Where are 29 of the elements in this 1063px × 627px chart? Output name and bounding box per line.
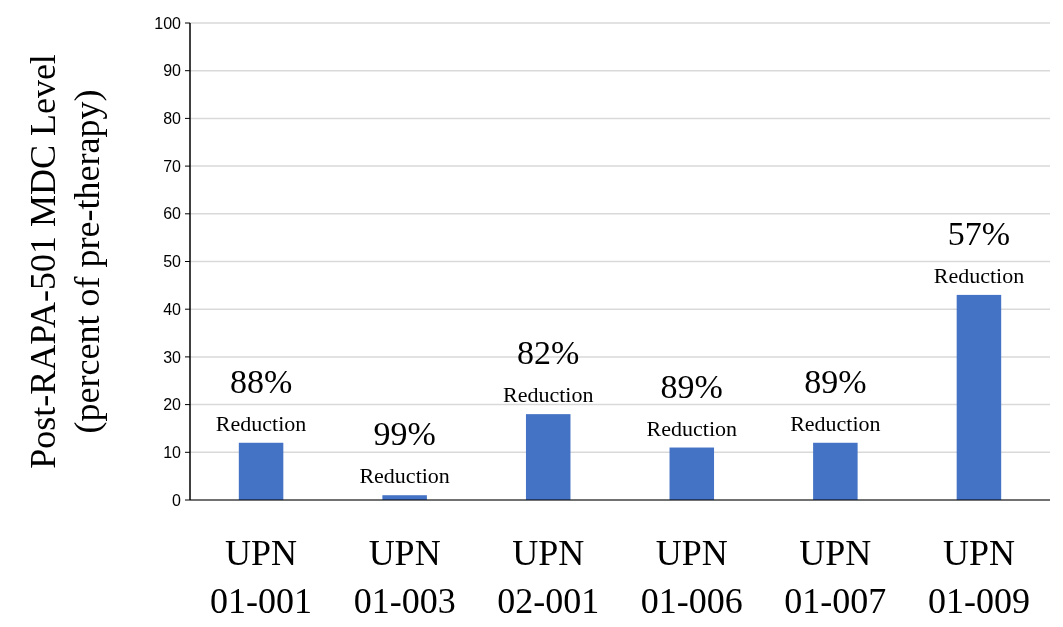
annotation: 89% Reduction <box>646 367 738 441</box>
y-tick-label: 30 <box>163 348 182 366</box>
x-tick-label: UPN 02-001 <box>497 533 600 621</box>
x-tick-label: UPN 01-001 <box>210 533 313 621</box>
annotation: 89% Reduction <box>790 362 881 436</box>
annotation: 88% Reduction <box>215 362 307 436</box>
bar <box>813 442 858 500</box>
y-tick-label: 10 <box>163 443 182 461</box>
x-tick-label: UPN 01-003 <box>353 533 456 621</box>
y-tick-label: 100 <box>154 14 182 32</box>
y-tick-label: 70 <box>163 157 182 175</box>
y-tick-label: 40 <box>163 300 182 318</box>
annotation: 99% Reduction <box>359 415 450 489</box>
x-tick-label: UPN 01-007 <box>784 533 887 621</box>
x-tick-label: UPN 01-009 <box>927 533 1030 621</box>
y-tick-label: 50 <box>163 253 182 271</box>
annotation: 82% Reduction <box>502 334 594 408</box>
annotation: 57% Reduction <box>933 214 1025 288</box>
y-axis-title: Post-RAPA-501 MDC Level (percent of pre-therapy) <box>23 54 107 469</box>
y-tick-label: 20 <box>163 396 182 414</box>
y-tick-label: 60 <box>163 205 182 223</box>
y-tick-label: 90 <box>163 62 182 80</box>
x-tick-label: UPN 01-006 <box>640 533 743 621</box>
y-tick-label: 0 <box>172 491 182 509</box>
y-tick-label: 80 <box>163 110 182 127</box>
bar <box>956 294 1002 500</box>
bar <box>238 442 284 500</box>
bar <box>669 447 715 500</box>
bar <box>525 414 571 500</box>
